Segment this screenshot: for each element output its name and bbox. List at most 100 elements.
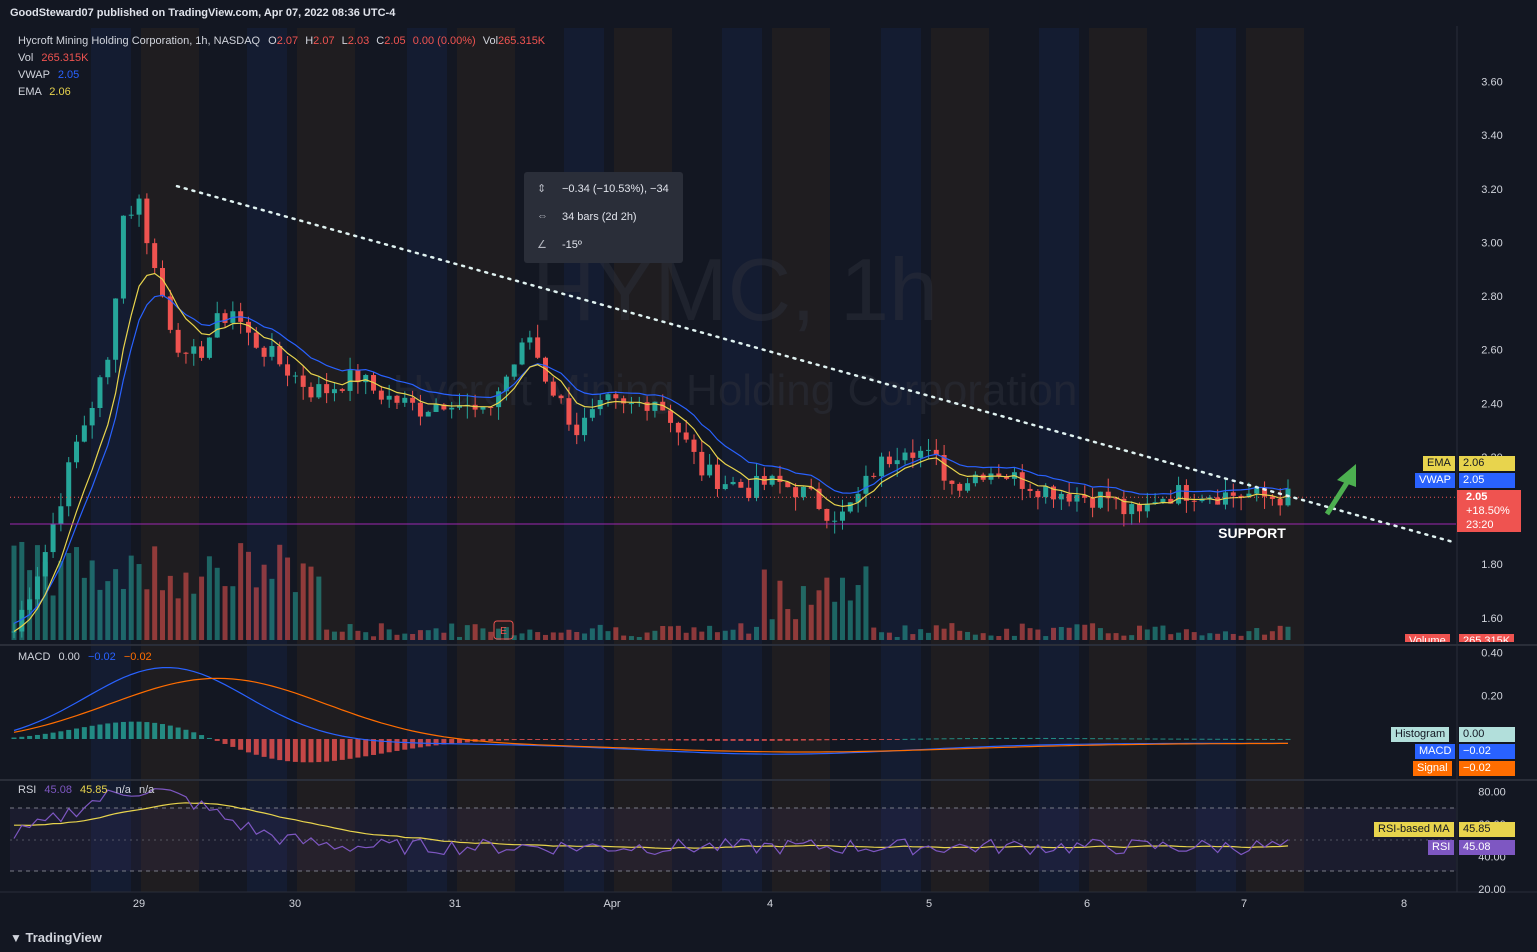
volume-bar <box>464 625 470 640</box>
macd-histogram-bar <box>496 739 502 741</box>
volume-bar <box>918 629 924 640</box>
macd-histogram-bar <box>941 738 947 740</box>
macd-histogram-bar <box>1090 738 1096 740</box>
vwap-legend[interactable]: VWAP 2.05 <box>18 69 79 81</box>
candle-body <box>1160 498 1166 503</box>
volume-bar <box>683 632 689 640</box>
macd-histogram-bar <box>1277 738 1283 740</box>
macd-histogram-bar <box>535 739 541 740</box>
macd-histogram-bar <box>816 739 822 741</box>
volume-bar <box>558 632 564 640</box>
candle-body <box>511 364 517 377</box>
volume-bar <box>1238 635 1244 640</box>
candle-body <box>27 599 33 610</box>
candle-body <box>261 347 267 357</box>
rsi-legend[interactable]: RSI 45.08 45.85 n/a n/a <box>18 784 154 796</box>
candle-body <box>472 404 478 410</box>
volume-legend[interactable]: Vol 265.315K <box>18 52 88 64</box>
ohlc-open: 2.07 <box>276 35 299 47</box>
macd-histogram-bar <box>19 736 25 739</box>
macd-legend-signal: −0.02 <box>123 651 152 663</box>
macd-histogram-bar <box>113 722 119 739</box>
premarket-shade <box>91 28 131 892</box>
main-legend[interactable]: Hycroft Mining Holding Corporation, 1h, … <box>18 35 545 47</box>
macd-legend-macd: −0.02 <box>87 651 116 663</box>
volume-bar <box>691 627 697 640</box>
candle-body <box>894 460 900 465</box>
candle-body <box>1129 504 1135 515</box>
volume-bar <box>245 551 251 640</box>
time-tick-label: 31 <box>449 898 461 910</box>
macd-histogram-bar <box>378 739 384 754</box>
last-price-change: +18.50% <box>1466 505 1510 517</box>
volume-bar <box>785 609 791 640</box>
macd-axis-label: MACD <box>1415 744 1456 759</box>
ema-line <box>13 272 1289 632</box>
macd-legend-title: MACD <box>18 651 51 663</box>
volume-bar <box>1074 624 1080 640</box>
candle-body <box>167 296 173 330</box>
volume-bar <box>66 553 72 640</box>
volume-bar <box>699 631 705 640</box>
earnings-marker[interactable]: E <box>493 620 514 640</box>
macd-histogram-bar <box>675 739 681 741</box>
volume-bar <box>621 635 627 640</box>
candle-body <box>19 609 25 632</box>
tradingview-logo[interactable]: ▼ TradingView <box>10 930 102 945</box>
macd-histogram-bar <box>605 739 611 740</box>
volume-bar <box>277 544 283 640</box>
vwap-axis-label: VWAP <box>1415 473 1455 488</box>
macd-histogram-bar <box>81 727 87 739</box>
volume-bar <box>300 563 306 640</box>
macd-histogram-bar <box>1027 737 1033 739</box>
volume-bar <box>863 566 869 640</box>
macd-histogram-bar <box>222 739 228 744</box>
macd-histogram-bar <box>769 739 775 741</box>
price-tick-label: 1.60 <box>1481 613 1502 625</box>
afterhours-shade <box>297 28 355 892</box>
macd-histogram-bar <box>1254 738 1260 740</box>
macd-histogram-bar <box>652 739 658 741</box>
candle-body <box>566 398 572 425</box>
macd-histogram-bar <box>965 738 971 740</box>
candle-body <box>558 395 564 399</box>
volume-bar <box>371 636 377 640</box>
candle-body <box>1207 497 1213 499</box>
ema-legend[interactable]: EMA 2.06 <box>18 86 71 98</box>
candle-body <box>832 520 838 522</box>
volume-bar <box>144 589 150 640</box>
volume-bar <box>597 624 603 640</box>
volume-bar <box>410 633 416 640</box>
volume-bar <box>675 625 681 640</box>
signal-line <box>13 677 1288 753</box>
candle-body <box>714 464 720 490</box>
macd-histogram-bar <box>988 737 994 739</box>
macd-histogram-bar <box>1262 738 1268 740</box>
candle-body <box>199 346 205 358</box>
rsi-tick-label: 20.00 <box>1478 884 1506 896</box>
candle-body <box>425 411 431 417</box>
volume-bar <box>824 577 830 640</box>
candle-body <box>824 508 830 521</box>
candle-body <box>738 481 744 488</box>
premarket-shade <box>407 28 447 892</box>
macd-histogram-bar <box>550 739 556 740</box>
macd-histogram-bar <box>933 738 939 740</box>
resistance-trendline[interactable] <box>175 184 1458 545</box>
volume-bar <box>1215 633 1221 640</box>
candle-body <box>42 552 48 577</box>
symbol-description[interactable]: Hycroft Mining Holding Corporation, 1h, … <box>18 35 261 47</box>
macd-histogram-bar <box>668 739 674 741</box>
time-tick-label: 30 <box>289 898 301 910</box>
macd-legend[interactable]: MACD 0.00 −0.02 −0.02 <box>18 651 152 663</box>
breakout-arrow[interactable] <box>1324 464 1356 516</box>
candle-body <box>1176 485 1182 504</box>
volume-bar <box>183 572 189 640</box>
candle-body <box>582 417 588 436</box>
volume-bar <box>800 586 806 640</box>
volume-axis-value: 265.315K <box>1459 634 1515 642</box>
candle-body <box>902 452 908 461</box>
volume-bar <box>441 632 447 640</box>
volume-bar <box>965 631 971 640</box>
